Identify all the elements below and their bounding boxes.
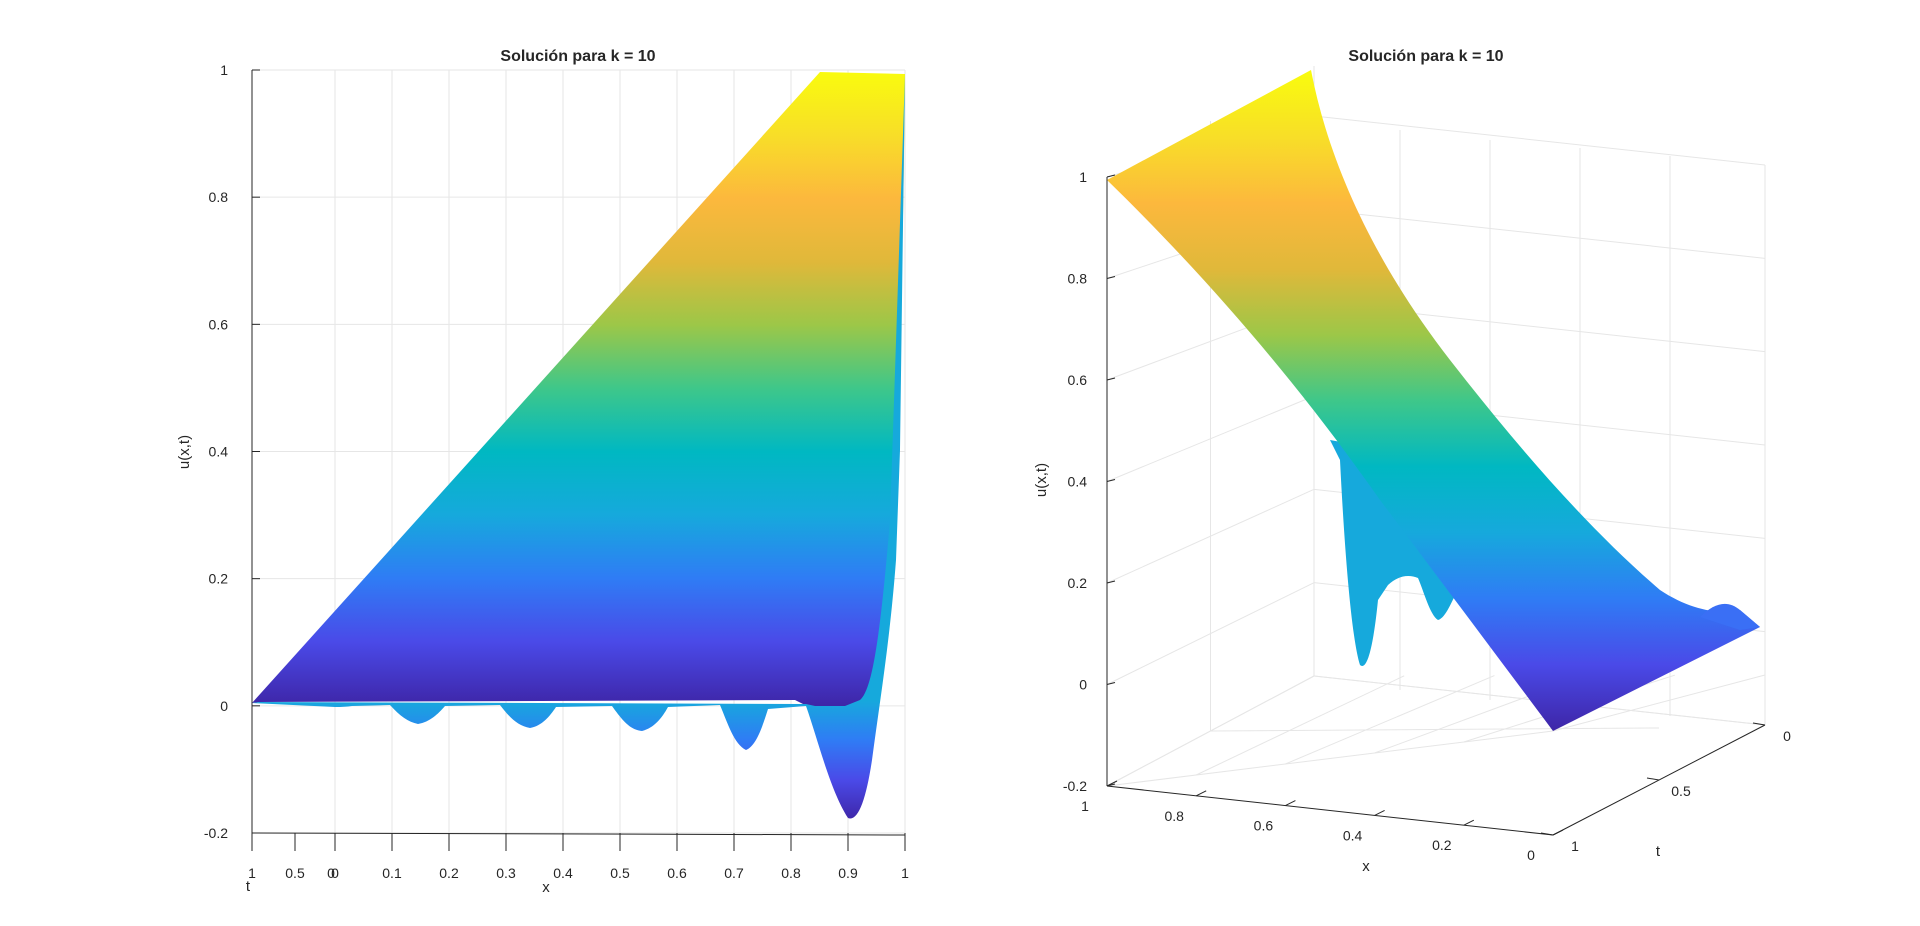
left-x-tick-label: 1 (901, 865, 909, 881)
right-t-tick-label: 1 (1571, 838, 1579, 854)
left-t-tick-label: 0.5 (285, 865, 305, 881)
left-x-tick-label: 0.3 (496, 865, 516, 881)
left-t-tick-label: 0 (327, 865, 335, 881)
right-x-tick-label: 0.8 (1164, 808, 1184, 824)
right-t-tick (1752, 722, 1766, 726)
left-tlabel: t (246, 878, 251, 895)
left-z-tick-label: 0.4 (209, 444, 229, 460)
right-x-tick-label: 1 (1081, 798, 1089, 814)
right-t-tick-label: 0 (1783, 728, 1791, 744)
left-plot: -0.2 0 0.2 0.4 0.6 0.8 1 0 0.1 0.2 0.3 0.4 0.5 0.6 0.7… (176, 48, 909, 896)
left-x-tick-label: 0.6 (667, 865, 687, 881)
right-back-gridline (1313, 115, 1766, 166)
left-x-tick-label: 0.8 (781, 865, 801, 881)
right-x-tick-label: 0.4 (1343, 827, 1363, 843)
left-z-tick-label: 0.8 (209, 189, 229, 205)
right-z-tick-label: 1 (1079, 169, 1087, 185)
left-surface-front (252, 74, 905, 819)
right-z-tick-label: 0 (1079, 677, 1087, 693)
right-floor-gridline (1552, 674, 1766, 732)
left-z-tick-label: -0.2 (204, 825, 228, 841)
left-x-tick-label: 0.4 (553, 865, 573, 881)
right-floor-gridline (1210, 727, 1660, 732)
right-floor-gridline (1106, 730, 1554, 787)
left-title: Solución para k = 10 (500, 48, 655, 65)
right-x-tick (1106, 780, 1118, 787)
right-tlabel: t (1656, 843, 1661, 860)
right-plot: -0.2 0 0.2 0.4 0.6 0.8 1 1 0.8 0.6 0.4 0.2 0 0 0.5 1 So… (1033, 48, 1791, 875)
right-surface (1107, 70, 1760, 731)
left-z-tick-label: 0.2 (209, 571, 229, 587)
left-surface-face (252, 72, 905, 720)
right-t-tick (1646, 777, 1660, 781)
right-x-tick (1552, 829, 1564, 836)
right-z-tick (1106, 377, 1116, 381)
left-z-tick-label: 0 (220, 698, 228, 714)
right-z-tick-label: 0.2 (1068, 575, 1088, 591)
left-x-axis (251, 832, 906, 836)
left-x-tick-label: 0.5 (610, 865, 630, 881)
right-xlabel: x (1362, 858, 1370, 875)
right-axes: -0.2 0 0.2 0.4 0.6 0.8 1 1 0.8 0.6 0.4 0.2 0 0 0.5 1 (1063, 169, 1791, 863)
left-x-tick-label: 0.2 (439, 865, 459, 881)
right-x-tick-label: 0.6 (1254, 818, 1274, 834)
right-floor-gridline (1285, 675, 1495, 765)
right-z-tick (1106, 479, 1116, 482)
right-x-tick-label: 0 (1527, 847, 1535, 863)
left-x-tick-label: 0.9 (838, 865, 858, 881)
left-x-tick-label: 0.7 (724, 865, 744, 881)
right-z-tick (1106, 682, 1116, 685)
left-axes: -0.2 0 0.2 0.4 0.6 0.8 1 0 0.1 0.2 0.3 0.4 0.5 0.6 0.7… (204, 62, 909, 881)
left-t-tick-label: 1 (248, 865, 256, 881)
right-x-tick (1374, 809, 1385, 816)
left-x-tick-label: 0.1 (382, 865, 402, 881)
left-xlabel: x (542, 879, 550, 896)
right-floor-gridline (1195, 675, 1405, 776)
left-z-tick-label: 1 (220, 62, 228, 78)
right-t-tick (1540, 832, 1554, 836)
right-z-tick-label: 0.8 (1068, 271, 1088, 287)
right-z-tick (1106, 174, 1116, 178)
right-x-tick-label: 0.2 (1432, 837, 1452, 853)
left-x-tick-label: 0 (331, 865, 339, 881)
right-z-tick-label: 0.6 (1068, 372, 1088, 388)
right-zlabel: u(x,t) (1033, 463, 1050, 497)
right-z-tick (1106, 276, 1116, 279)
right-t-tick-label: 0.5 (1671, 783, 1691, 799)
right-title: Solución para k = 10 (1348, 48, 1503, 65)
left-surface (252, 72, 905, 819)
right-x-tick (1195, 790, 1207, 797)
right-z-tick-label: 0.4 (1068, 474, 1088, 490)
right-surface-face (1107, 70, 1760, 731)
right-surface-bump (1700, 603, 1760, 630)
right-z-tick-label: -0.2 (1063, 778, 1087, 794)
right-x-tick (1285, 800, 1296, 807)
left-z-tick-label: 0.6 (209, 316, 229, 332)
right-x-tick (1463, 819, 1475, 826)
right-x-axis (1106, 785, 1554, 836)
left-zlabel: u(x,t) (176, 435, 193, 469)
right-back-gridline (1313, 208, 1766, 259)
right-z-tick (1106, 580, 1116, 584)
